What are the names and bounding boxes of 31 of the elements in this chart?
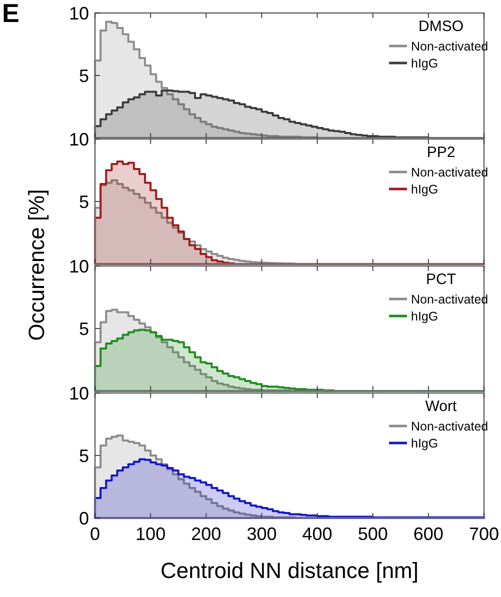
legend-label: hIgG xyxy=(411,56,438,70)
x-tick-label: 700 xyxy=(468,524,500,544)
y-tick-label: 5 xyxy=(78,192,89,212)
x-axis-title: Centroid NN distance [nm] xyxy=(160,558,418,583)
legend-title: Wort xyxy=(425,398,458,415)
legend-label: Non-activated xyxy=(411,39,488,54)
x-tick-label: 600 xyxy=(413,524,444,544)
y-axis-title: Occurrence [%] xyxy=(24,189,49,341)
legend-label: Non-activated xyxy=(411,292,488,306)
y-tick-label: 10 xyxy=(68,3,89,24)
text: E xyxy=(2,0,20,28)
x-tick-label: 200 xyxy=(191,524,222,544)
legend-title: PP2 xyxy=(426,144,456,161)
x-tick-label: 100 xyxy=(136,524,166,544)
y-tick-label: 0 xyxy=(78,508,89,528)
y-tick-label: 10 xyxy=(68,129,89,150)
y-tick-label: 10 xyxy=(68,256,89,276)
legend-label: hIgG xyxy=(411,309,438,324)
legend-label: hIgG xyxy=(411,436,438,450)
y-tick-label: 5 xyxy=(78,66,89,86)
y-tick-label: 5 xyxy=(78,446,89,466)
y-tick-label: 10 xyxy=(68,383,89,404)
x-tick-label: 400 xyxy=(302,524,332,544)
legend-label: hIgG xyxy=(411,182,438,196)
y-tick-label: 5 xyxy=(78,318,89,339)
x-tick-label: 300 xyxy=(246,524,277,544)
legend-title: DMSO xyxy=(418,18,464,35)
legend-title: PCT xyxy=(426,271,456,288)
legend-label: Non-activated xyxy=(411,419,488,434)
x-tick-label: 500 xyxy=(358,524,388,544)
legend-label: Non-activated xyxy=(411,165,488,180)
